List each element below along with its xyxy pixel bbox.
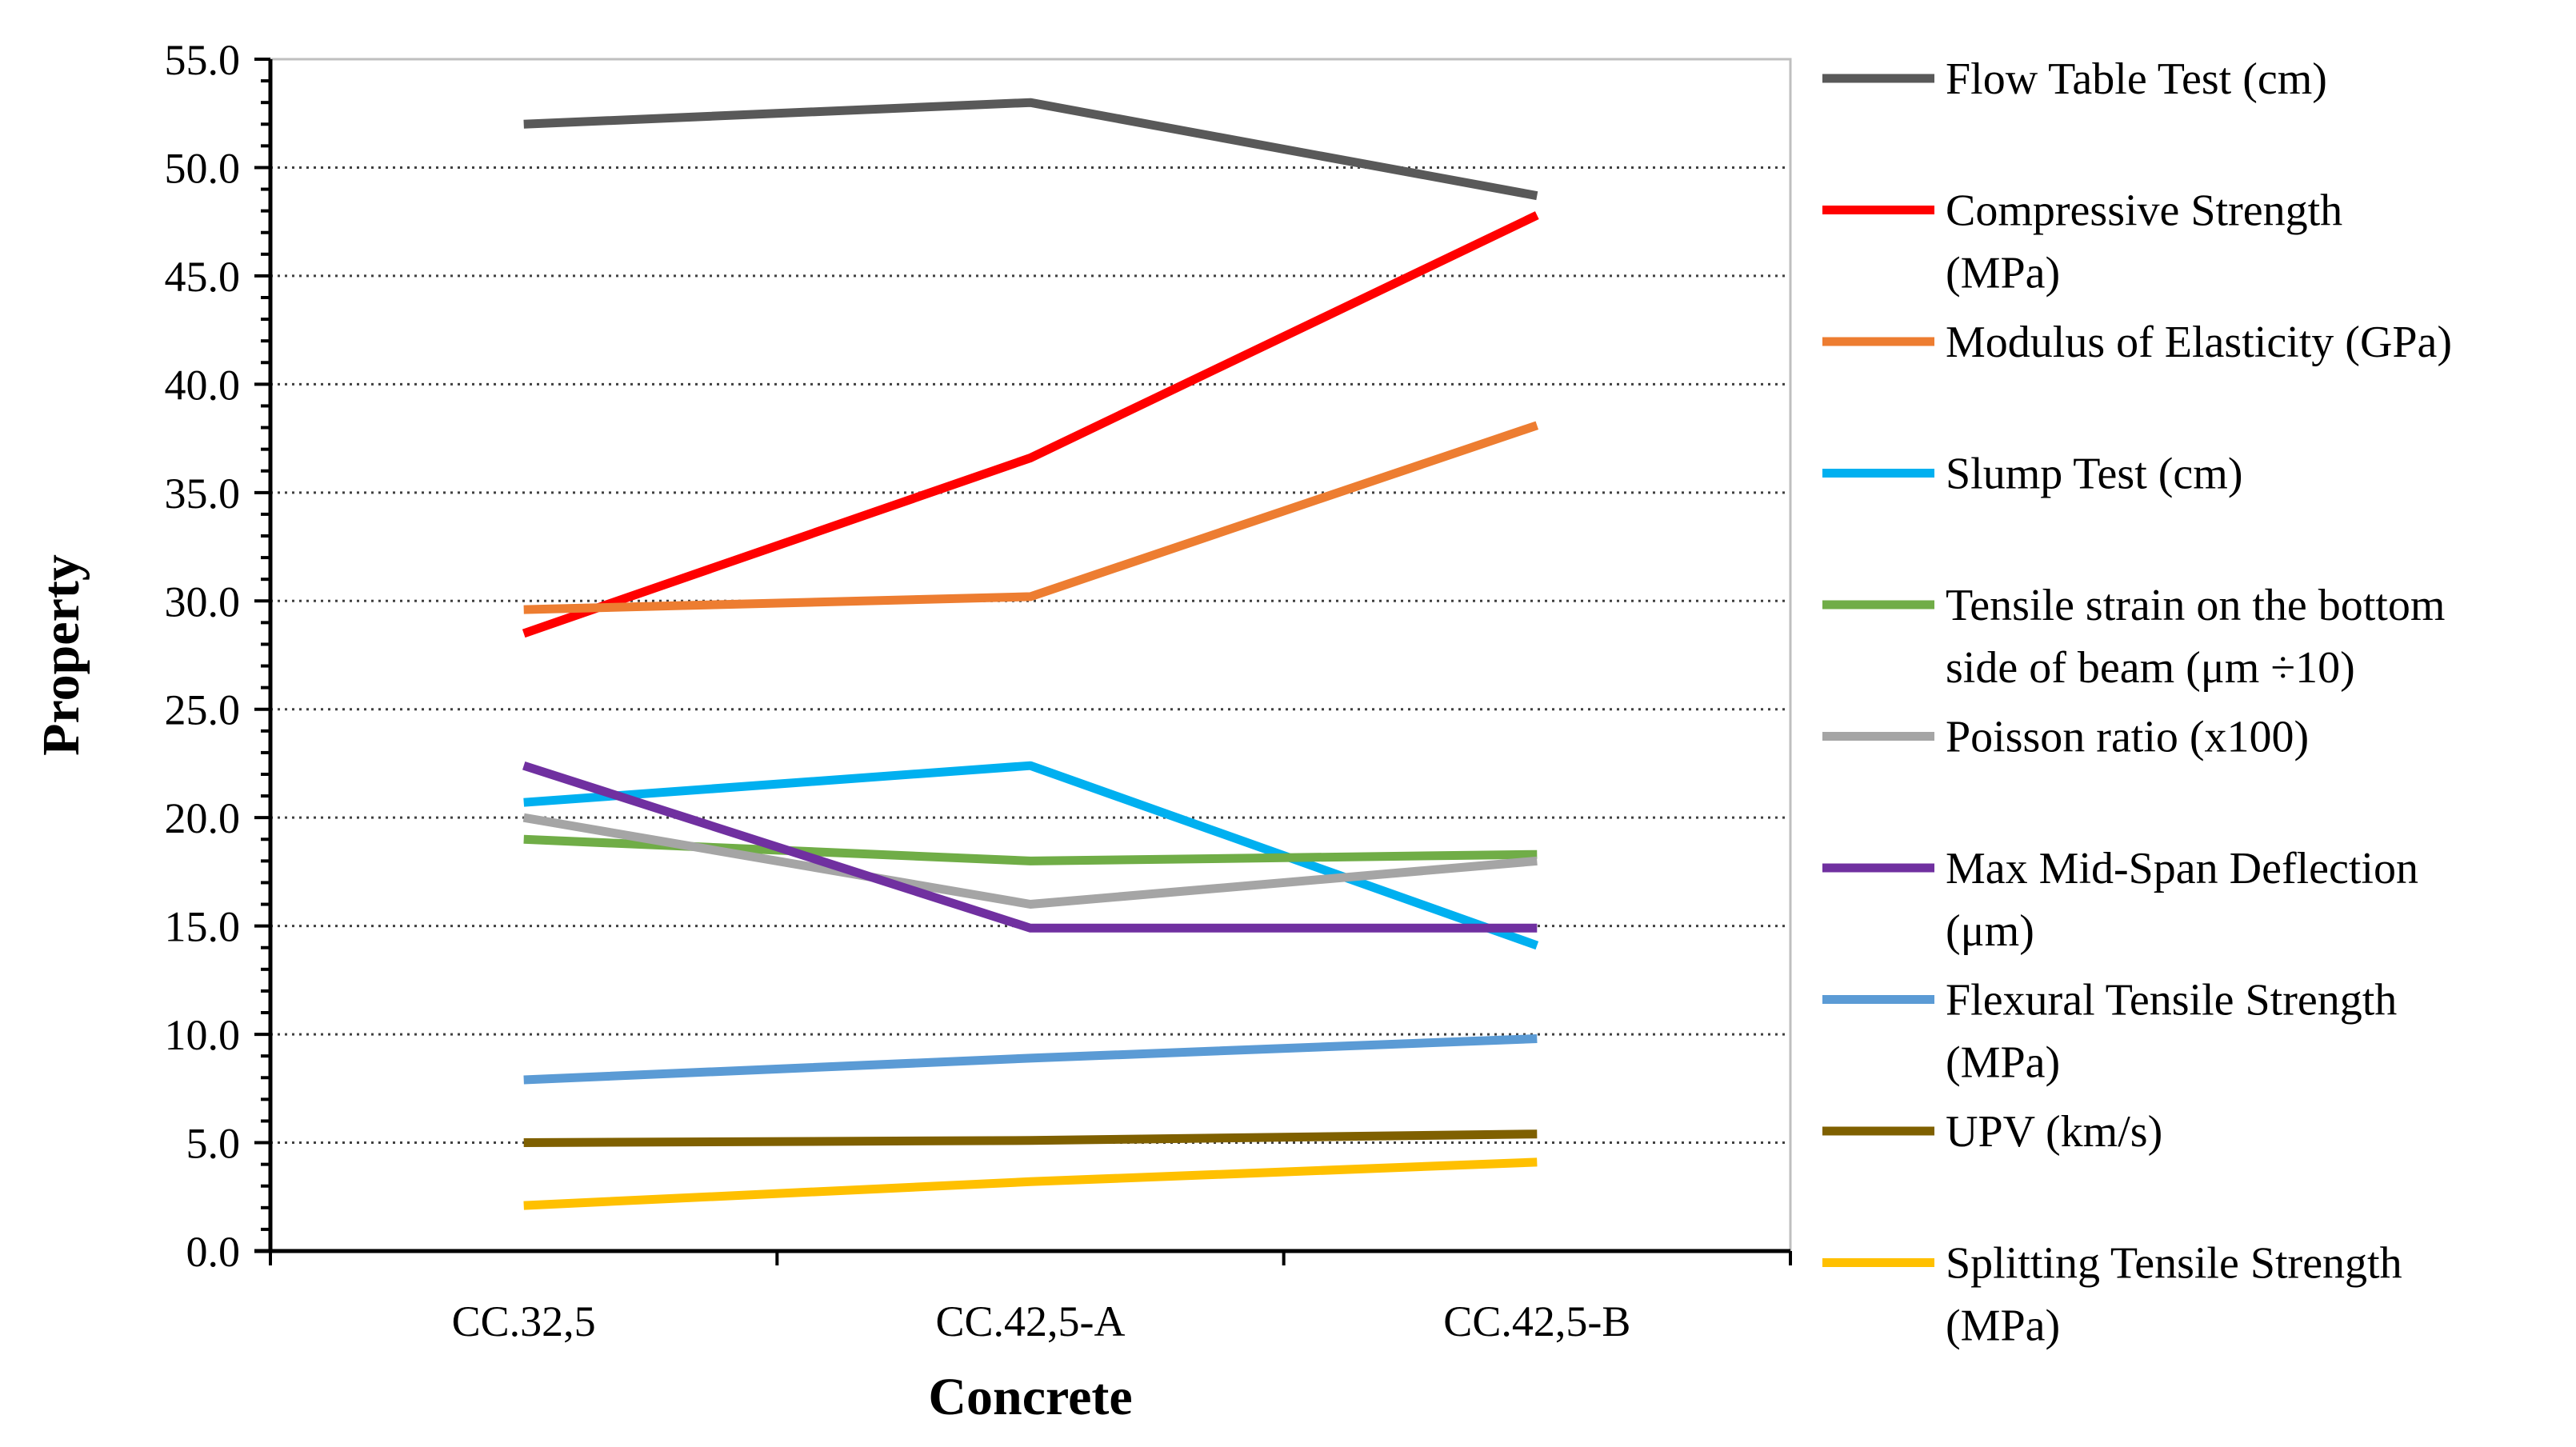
y-tick-label: 15.0 — [165, 903, 241, 951]
y-tick-label: 10.0 — [165, 1011, 241, 1059]
y-tick-label: 20.0 — [165, 794, 241, 842]
y-tick-label: 45.0 — [165, 253, 241, 301]
y-tick-label: 50.0 — [165, 144, 241, 192]
legend-label: side of beam (μm ÷10) — [1946, 643, 2355, 693]
x-axis-title: Concrete — [928, 1368, 1132, 1426]
y-tick-label: 55.0 — [165, 36, 241, 84]
y-tick-label: 0.0 — [186, 1228, 241, 1276]
y-tick-label: 35.0 — [165, 470, 241, 518]
x-tick-label: CC.42,5-A — [935, 1297, 1125, 1345]
legend-label: Slump Test (cm) — [1946, 450, 2242, 499]
legend-label: Max Mid-Span Deflection — [1946, 844, 2418, 893]
legend-label: Compressive Strength — [1946, 186, 2342, 236]
legend-label: Splitting Tensile Strength — [1946, 1239, 2402, 1289]
series-line — [522, 813, 1538, 909]
series-lines — [522, 98, 1539, 1210]
legend-label: Poisson ratio (x100) — [1946, 713, 2309, 762]
y-tick-label: 30.0 — [165, 578, 241, 626]
legend-label: Tensile strain on the bottom — [1946, 581, 2445, 630]
series-line — [523, 1129, 1538, 1147]
series-line — [523, 1157, 1538, 1210]
series-line — [522, 211, 1539, 638]
series-line — [523, 761, 1539, 950]
y-tick-label: 5.0 — [186, 1120, 241, 1168]
legend: Flow Table Test (cm) Compressive Strength… — [1822, 54, 2452, 1351]
x-axis: CC.32,5 CC.42,5-A CC.42,5-B — [254, 1249, 1792, 1345]
series-line — [523, 421, 1539, 614]
legend-label: Flow Table Test (cm) — [1946, 54, 2327, 104]
legend-label: UPV (km/s) — [1946, 1107, 2162, 1157]
series-line — [523, 98, 1538, 201]
x-tick-label: CC.42,5-B — [1443, 1297, 1630, 1345]
legend-label: Modulus of Elasticity (GPa) — [1946, 318, 2452, 367]
y-tick-label: 40.0 — [165, 361, 241, 409]
y-axis-title: Property — [32, 554, 90, 756]
legend-label: (MPa) — [1946, 1038, 2060, 1088]
legend-label: (μm) — [1946, 906, 2034, 956]
legend-label: (MPa) — [1946, 1301, 2060, 1351]
plot-area-frame — [269, 58, 1792, 1253]
series-line — [523, 1034, 1538, 1085]
legend-label: (MPa) — [1946, 249, 2060, 298]
y-axis: 0.0 5.0 10.0 15.0 20.0 25.0 30.0 35.0 40.0 45.0 50… — [165, 36, 273, 1276]
legend-label: Flexural Tensile Strength — [1946, 976, 2397, 1025]
y-tick-label: 25.0 — [165, 686, 241, 734]
x-tick-label: CC.32,5 — [452, 1297, 596, 1345]
series-line — [522, 761, 1538, 933]
